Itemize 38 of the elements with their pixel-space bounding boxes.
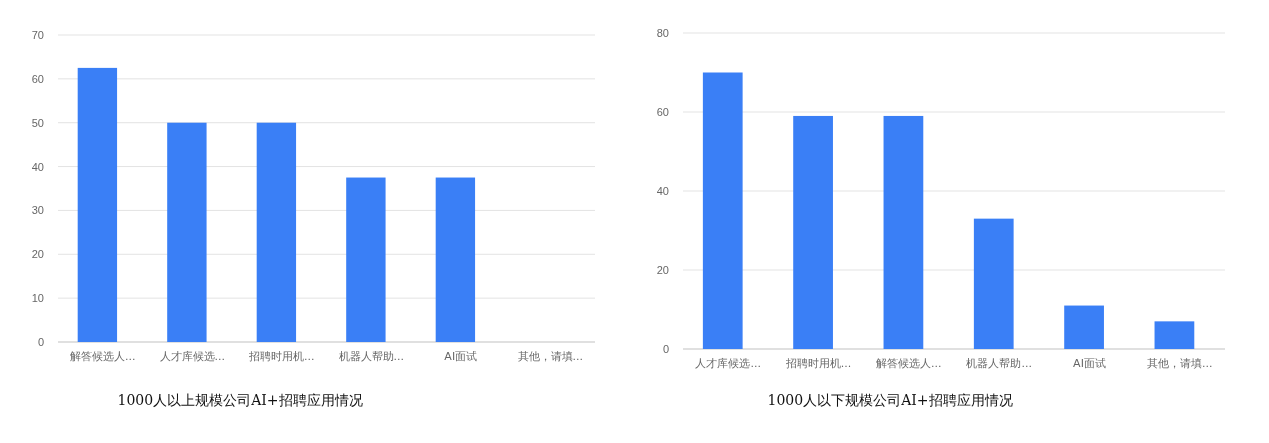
- bar: [1154, 321, 1195, 349]
- x-tick-label: 招聘时用机...: [248, 350, 315, 363]
- y-tick-label: 40: [31, 160, 44, 173]
- y-tick-label: 20: [31, 248, 44, 261]
- y-tick-label: 70: [31, 29, 44, 41]
- bar: [167, 122, 207, 342]
- bar: [1064, 305, 1104, 349]
- bar: [702, 72, 743, 349]
- bar: [77, 67, 118, 342]
- x-tick-label: 机器人帮助...: [966, 357, 1032, 370]
- text: 1000人以下规模公司AI+招聘应用情况: [767, 392, 1013, 408]
- text: 1000人以上规模公司AI+招聘应用情况: [117, 392, 363, 408]
- bar: [883, 115, 924, 349]
- bar: [793, 115, 833, 349]
- y-tick-label: 0: [662, 343, 669, 355]
- y-tick-label: 60: [656, 106, 669, 118]
- y-tick-label: 50: [31, 116, 44, 129]
- x-tick-label: 其他，请填...: [1147, 357, 1213, 370]
- bar: [435, 177, 476, 342]
- x-tick-label: 解答候选人...: [876, 357, 942, 370]
- y-tick-label: 80: [656, 27, 669, 39]
- x-tick-label: AI面试: [1073, 357, 1106, 370]
- x-tick-label: 人才库候选...: [159, 350, 225, 363]
- y-tick-label: 30: [31, 204, 44, 217]
- y-tick-label: 20: [656, 264, 669, 276]
- x-tick-label: AI面试: [444, 350, 478, 363]
- bar: [973, 218, 1014, 349]
- x-tick-label: 招聘时用机...: [784, 357, 852, 370]
- y-tick-label: 0: [37, 336, 44, 348]
- bar: [346, 177, 386, 342]
- x-tick-label: 人才库候选...: [695, 357, 761, 370]
- y-tick-label: 40: [656, 185, 669, 197]
- y-tick-label: 10: [31, 292, 44, 305]
- x-tick-label: 其他，请填...: [517, 350, 583, 363]
- x-tick-label: 解答候选人...: [70, 350, 136, 363]
- y-tick-label: 60: [31, 72, 44, 85]
- bar: [256, 122, 297, 342]
- x-tick-label: 机器人帮助...: [338, 350, 404, 363]
